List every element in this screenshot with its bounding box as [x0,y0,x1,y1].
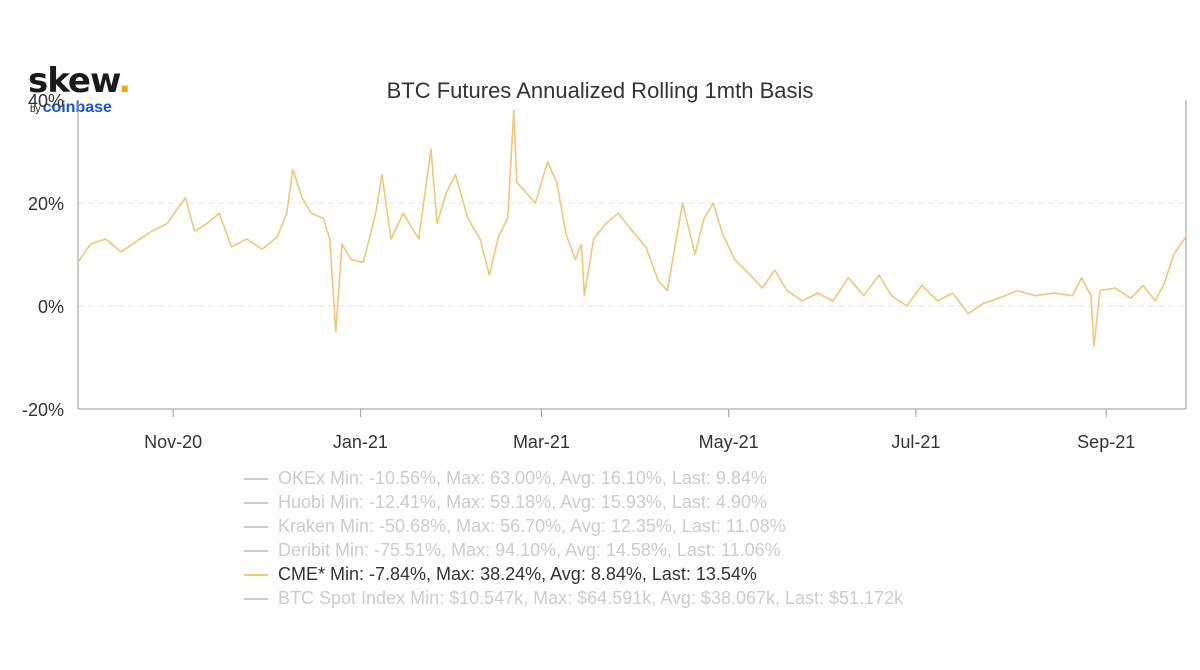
legend-series-stats: Min: -12.41%, Max: 59.18%, Avg: 15.93%, … [325,492,767,512]
legend-series-stats: Min: -50.68%, Max: 56.70%, Avg: 12.35%, … [335,516,786,536]
chart-title: BTC Futures Annualized Rolling 1mth Basi… [387,78,814,103]
series-line-cme [77,109,1187,348]
x-tick-label: May-21 [699,432,759,452]
x-tick-label: Mar-21 [513,432,570,452]
legend-series-name: Deribit [278,540,331,560]
legend-series-stats: Min: -10.56%, Max: 63.00%, Avg: 16.10%, … [325,468,767,488]
x-tick-label: Nov-20 [144,432,202,452]
x-tick-label: Jul-21 [891,432,940,452]
legend-swatch [244,574,268,577]
legend-series-name: BTC Spot Index [278,588,406,608]
legend-series-name: Kraken [278,516,336,536]
y-axis-tick-labels: 40% 20% 0% -20% [22,91,64,420]
legend-series-name: CME* [278,564,326,584]
y-tick-label: 20% [28,194,64,214]
x-tick-label: Sep-21 [1077,432,1135,452]
coinbase-byline: by coinbase [30,99,112,116]
legend-series-stats: Min: -7.84%, Max: 38.24%, Avg: 8.84%, La… [325,564,757,584]
legend-swatch [244,598,268,601]
x-axis-tick-labels: Nov-20 Jan-21 Mar-21 May-21 Jul-21 Sep-21 [144,432,1135,452]
legend-item[interactable]: Deribit Min: -75.51%, Max: 94.10%, Avg: … [244,538,1004,562]
legend-item[interactable]: CME* Min: -7.84%, Max: 38.24%, Avg: 8.84… [244,562,1004,586]
y-tick-label: -20% [22,400,64,420]
y-tick-label: 40% [28,91,64,111]
legend-item[interactable]: BTC Spot Index Min: $10.547k, Max: $64.5… [244,586,1004,610]
series-lines [77,109,1187,348]
legend-series-name: Huobi [278,492,326,512]
gridlines [78,202,1186,307]
legend-series-stats: Min: $10.547k, Max: $64.591k, Avg: $38.0… [405,588,904,608]
legend-swatch [244,478,268,481]
legend-swatch [244,526,268,529]
skew-wordmark: skew. [28,61,131,101]
legend-series-stats: Min: -75.51%, Max: 94.10%, Avg: 14.58%, … [330,540,781,560]
x-tick-label: Jan-21 [333,432,388,452]
legend-item[interactable]: Kraken Min: -50.68%, Max: 56.70%, Avg: 1… [244,514,1004,538]
legend-series-name: OKEx [278,468,326,488]
legend-swatch [244,550,268,553]
legend-swatch [244,502,268,505]
legend-item[interactable]: Huobi Min: -12.41%, Max: 59.18%, Avg: 15… [244,490,1004,514]
legend: OKEx Min: -10.56%, Max: 63.00%, Avg: 16.… [244,466,1004,610]
axes [77,100,1187,417]
y-tick-label: 0% [38,297,64,317]
skew-logo: skew. by coinbase [28,64,138,124]
legend-item[interactable]: OKEx Min: -10.56%, Max: 63.00%, Avg: 16.… [244,466,1004,490]
